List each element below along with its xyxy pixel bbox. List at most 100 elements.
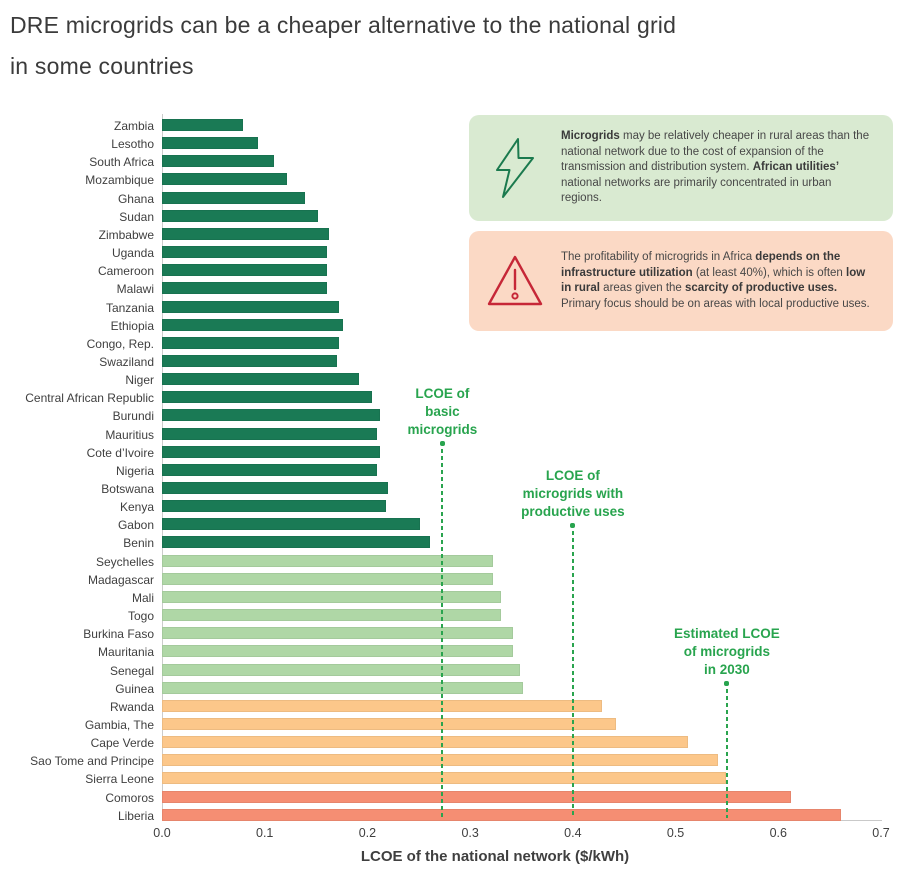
chart-row: Uganda bbox=[0, 244, 900, 262]
bar bbox=[162, 336, 339, 349]
bar bbox=[162, 609, 501, 622]
country-label: Swaziland bbox=[99, 354, 154, 369]
country-label: Lesotho bbox=[111, 137, 154, 152]
chart-row: Cameroon bbox=[0, 262, 900, 280]
bar bbox=[162, 645, 514, 658]
annotation-label: Estimated LCOE of microgrids in 2030 bbox=[674, 626, 780, 677]
bar bbox=[162, 808, 841, 821]
country-label: Cote d’Ivoire bbox=[86, 445, 154, 460]
page-title: DRE microgrids can be a cheaper alternat… bbox=[10, 5, 870, 87]
country-label: Mauritius bbox=[105, 427, 154, 442]
country-label: Guinea bbox=[115, 681, 154, 696]
x-tick-label: 0.7 bbox=[872, 826, 890, 840]
bar bbox=[162, 391, 372, 404]
chart-row: Mali bbox=[0, 589, 900, 607]
chart-row: Senegal bbox=[0, 662, 900, 680]
chart-row: Guinea bbox=[0, 680, 900, 698]
country-label: Gabon bbox=[117, 518, 154, 533]
chart-row: Ethiopia bbox=[0, 317, 900, 335]
bar bbox=[162, 536, 431, 549]
country-label: Zambia bbox=[113, 119, 154, 133]
lightning-icon bbox=[469, 136, 561, 200]
annotation-dashed-line bbox=[571, 531, 574, 818]
bar bbox=[162, 754, 718, 767]
x-tick-label: 0.6 bbox=[769, 826, 787, 840]
x-tick-label: 0.1 bbox=[256, 826, 274, 840]
country-label: Sao Tome and Principe bbox=[30, 754, 154, 769]
country-label: Burkina Faso bbox=[83, 627, 154, 642]
country-label: Sudan bbox=[119, 209, 154, 224]
bar bbox=[162, 736, 688, 749]
microgrids-note-text: Microgrids may be relatively cheaper in … bbox=[561, 130, 870, 205]
bar bbox=[162, 155, 274, 168]
bar bbox=[162, 463, 377, 476]
country-label: Zimbabwe bbox=[98, 227, 154, 242]
chart-row: Liberia bbox=[0, 807, 900, 825]
country-label: Gambia, The bbox=[84, 717, 154, 732]
bar bbox=[162, 119, 244, 131]
bar bbox=[162, 445, 380, 458]
bar bbox=[162, 572, 493, 585]
country-label: Ghana bbox=[117, 191, 154, 206]
x-tick-label: 0.5 bbox=[666, 826, 685, 840]
annotation-label: LCOE of basic microgrids bbox=[407, 386, 478, 437]
country-label: Cape Verde bbox=[90, 736, 154, 751]
x-tick-label: 0.4 bbox=[564, 826, 582, 840]
chart-row: Seychelles bbox=[0, 553, 900, 571]
country-label: Nigeria bbox=[115, 463, 154, 478]
chart-row: Benin bbox=[0, 534, 900, 552]
chart-row: Tanzania bbox=[0, 299, 900, 317]
annotation-label: LCOE of microgrids with productive uses bbox=[521, 468, 625, 519]
bar bbox=[162, 318, 343, 331]
profitability-note: The profitability of microgrids in Afric… bbox=[469, 231, 893, 331]
chart-row: Zambia bbox=[0, 117, 900, 135]
bar bbox=[162, 264, 328, 277]
bar bbox=[162, 627, 514, 640]
chart-row: Mauritius bbox=[0, 426, 900, 444]
country-label: South Africa bbox=[89, 155, 154, 170]
chart-row: Cape Verde bbox=[0, 734, 900, 752]
country-label: Uganda bbox=[111, 246, 154, 261]
chart-row: Mozambique bbox=[0, 171, 900, 189]
bar bbox=[162, 554, 493, 567]
bar bbox=[162, 173, 288, 186]
chart-row: Ghana bbox=[0, 190, 900, 208]
annotation-dot bbox=[439, 441, 445, 446]
chart-row: Zimbabwe bbox=[0, 226, 900, 244]
chart-row: Niger bbox=[0, 371, 900, 389]
country-label: Benin bbox=[123, 536, 154, 551]
country-label: Cameroon bbox=[97, 264, 154, 279]
country-label: Mali bbox=[131, 590, 154, 605]
country-label: Togo bbox=[127, 609, 154, 624]
country-label: Mauritania bbox=[97, 645, 154, 660]
bar bbox=[162, 246, 328, 259]
chart-row: Kenya bbox=[0, 498, 900, 516]
chart-row: Lesotho bbox=[0, 135, 900, 153]
title-line-2: in some countries bbox=[10, 53, 194, 79]
chart-row: Togo bbox=[0, 607, 900, 625]
bar bbox=[162, 663, 521, 676]
chart-row: Rwanda bbox=[0, 698, 900, 716]
profitability-note-text: The profitability of microgrids in Afric… bbox=[561, 251, 870, 310]
bar bbox=[162, 409, 380, 422]
bar bbox=[162, 227, 330, 240]
bar bbox=[162, 137, 258, 150]
bar bbox=[162, 282, 328, 295]
chart-row: Mauritania bbox=[0, 643, 900, 661]
annotation-dashed-line bbox=[725, 689, 728, 818]
chart-row: South Africa bbox=[0, 153, 900, 171]
bar bbox=[162, 590, 501, 603]
bar bbox=[162, 427, 377, 440]
chart-row: Cote d’Ivoire bbox=[0, 444, 900, 462]
chart-row: Gambia, The bbox=[0, 716, 900, 734]
country-label: Seychelles bbox=[95, 554, 154, 569]
chart-row: Sudan bbox=[0, 208, 900, 226]
chart-row: Sierra Leone bbox=[0, 770, 900, 788]
bar bbox=[162, 191, 305, 204]
bar bbox=[162, 790, 791, 803]
country-label: Kenya bbox=[119, 500, 154, 515]
annotation-dot bbox=[570, 523, 576, 528]
bar bbox=[162, 699, 602, 712]
country-label: Central African Republic bbox=[25, 391, 154, 406]
